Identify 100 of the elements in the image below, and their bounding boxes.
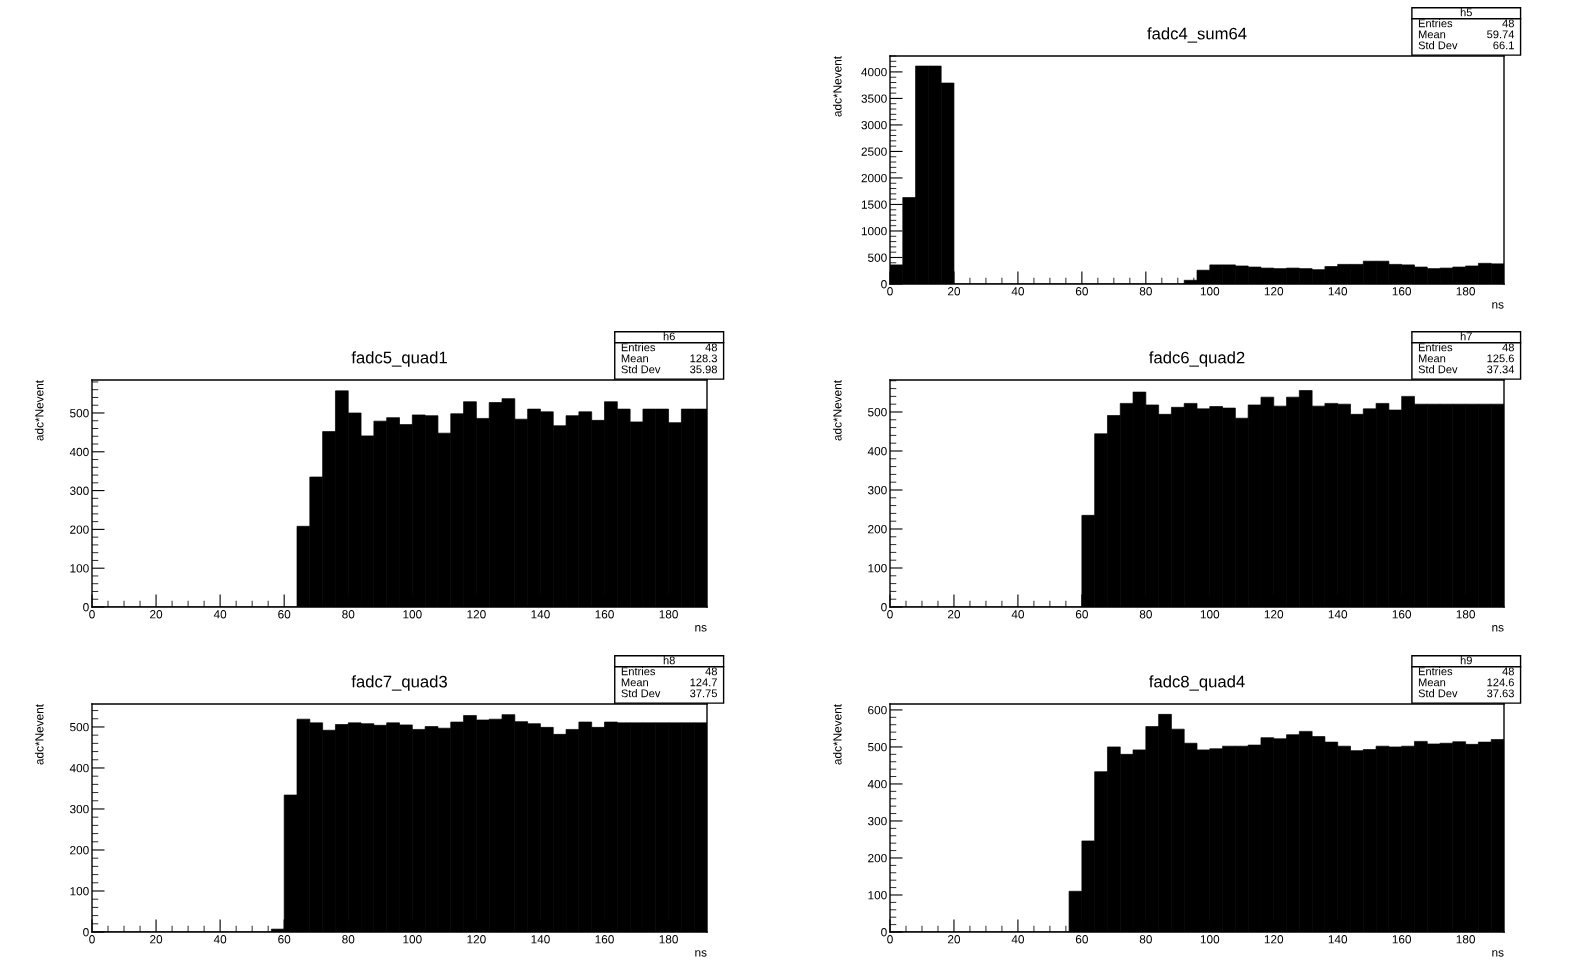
x-tick-label: 60 xyxy=(278,610,291,619)
text: 125.6 xyxy=(1487,354,1514,363)
x-tick-label: 60 xyxy=(1075,935,1088,944)
text: Entries xyxy=(1418,667,1453,676)
x-tick-label: 120 xyxy=(467,935,486,944)
x-tick-label: 80 xyxy=(342,610,355,619)
text: Entries xyxy=(1418,343,1453,352)
y-axis-title: adc*Nevent xyxy=(832,704,842,765)
y-axis-title: adc*Nevent xyxy=(34,380,44,441)
text: Mean xyxy=(1418,354,1446,363)
text: Std Dev xyxy=(1418,689,1458,698)
x-tick-label: 100 xyxy=(403,935,422,944)
x-tick-label: 180 xyxy=(1456,610,1476,619)
x-tick-label: 20 xyxy=(947,610,961,619)
x-axis-title: ns xyxy=(695,950,707,957)
y-tick-label: 0 xyxy=(881,928,887,937)
text: Mean xyxy=(1418,678,1446,687)
x-tick-label: 100 xyxy=(1200,935,1220,944)
y-tick-label: 0 xyxy=(881,280,887,289)
y-tick-label: 500 xyxy=(868,742,887,752)
text: Std Dev xyxy=(621,365,661,374)
y-axis-title: adc*Nevent xyxy=(832,380,842,441)
chart-title: fadc5_quad1 xyxy=(351,351,447,367)
text: 48 xyxy=(1502,19,1514,28)
x-tick-label: 180 xyxy=(659,610,678,619)
x-tick-label: 160 xyxy=(595,935,614,944)
text: Std Dev xyxy=(1418,41,1458,50)
x-tick-label: 100 xyxy=(1200,610,1220,619)
text: 124.6 xyxy=(1487,678,1514,687)
y-tick-label: 500 xyxy=(868,253,887,262)
y-tick-label: 400 xyxy=(69,447,89,457)
x-axis-title: ns xyxy=(695,625,707,632)
x-tick-label: 140 xyxy=(531,610,550,619)
x-tick-label: 120 xyxy=(1264,935,1284,944)
chart-title: fadc7_quad3 xyxy=(351,675,447,691)
chart-title: fadc4_sum64 xyxy=(1147,27,1247,43)
x-tick-label: 80 xyxy=(342,935,355,944)
x-tick-label: 20 xyxy=(150,610,163,619)
x-tick-label: 60 xyxy=(1075,287,1088,296)
y-tick-label: 4000 xyxy=(861,67,887,77)
x-tick-label: 60 xyxy=(1075,610,1088,619)
y-tick-label: 100 xyxy=(868,564,887,573)
x-tick-label: 160 xyxy=(1392,287,1412,296)
y-tick-label: 0 xyxy=(83,603,89,612)
x-tick-label: 0 xyxy=(887,610,893,619)
x-tick-label: 80 xyxy=(1139,610,1152,619)
x-tick-label: 120 xyxy=(1264,610,1284,619)
x-axis-title: ns xyxy=(1492,302,1504,309)
x-tick-label: 0 xyxy=(89,610,95,619)
chart-title: fadc8_quad4 xyxy=(1149,675,1245,691)
x-tick-label: 80 xyxy=(1139,287,1152,296)
y-tick-label: 500 xyxy=(70,409,89,418)
text: Entries xyxy=(1418,19,1453,28)
x-tick-label: 0 xyxy=(887,287,893,296)
text: 124.7 xyxy=(690,678,717,687)
x-tick-label: 60 xyxy=(278,935,291,944)
text: Std Dev xyxy=(621,689,661,698)
y-tick-label: 600 xyxy=(868,705,887,715)
text: h7 xyxy=(1460,332,1472,341)
y-tick-label: 2500 xyxy=(861,147,887,156)
y-tick-label: 300 xyxy=(867,817,887,826)
x-tick-label: 160 xyxy=(595,610,614,619)
y-tick-label: 0 xyxy=(83,928,89,937)
x-tick-label: 20 xyxy=(947,935,961,944)
y-tick-label: 1000 xyxy=(861,227,887,236)
text: h8 xyxy=(663,656,675,665)
y-tick-label: 300 xyxy=(69,805,89,814)
text: Std Dev xyxy=(1418,365,1458,374)
text: 48 xyxy=(705,667,717,676)
text: 37.63 xyxy=(1487,689,1514,698)
x-tick-label: 40 xyxy=(1011,610,1025,619)
text: Mean xyxy=(1418,30,1446,39)
text: 37.34 xyxy=(1487,365,1515,374)
x-tick-label: 160 xyxy=(1392,610,1412,619)
chart-title: fadc6_quad2 xyxy=(1149,351,1245,367)
x-tick-label: 100 xyxy=(403,610,422,619)
y-tick-label: 200 xyxy=(868,854,887,863)
x-tick-label: 120 xyxy=(1264,287,1284,296)
x-tick-label: 120 xyxy=(467,610,486,619)
y-tick-label: 0 xyxy=(881,603,887,612)
x-tick-label: 20 xyxy=(947,287,961,296)
x-tick-label: 20 xyxy=(150,935,163,944)
y-tick-label: 100 xyxy=(868,891,887,900)
y-tick-label: 200 xyxy=(868,525,887,534)
x-tick-label: 180 xyxy=(1456,935,1476,944)
text: h9 xyxy=(1460,656,1472,665)
y-tick-label: 400 xyxy=(69,764,89,773)
y-tick-label: 300 xyxy=(867,486,887,495)
text: Entries xyxy=(621,667,656,676)
x-axis-title: ns xyxy=(1492,625,1504,632)
text: 59.74 xyxy=(1487,30,1515,39)
y-tick-label: 3000 xyxy=(861,120,887,130)
x-tick-label: 180 xyxy=(1456,287,1476,296)
y-tick-label: 400 xyxy=(867,447,887,456)
x-tick-label: 80 xyxy=(1139,935,1152,944)
x-tick-label: 40 xyxy=(1011,935,1025,944)
text: 48 xyxy=(1502,343,1514,352)
x-tick-label: 140 xyxy=(531,935,550,944)
x-tick-label: 100 xyxy=(1200,287,1220,296)
x-tick-label: 160 xyxy=(1392,935,1412,944)
